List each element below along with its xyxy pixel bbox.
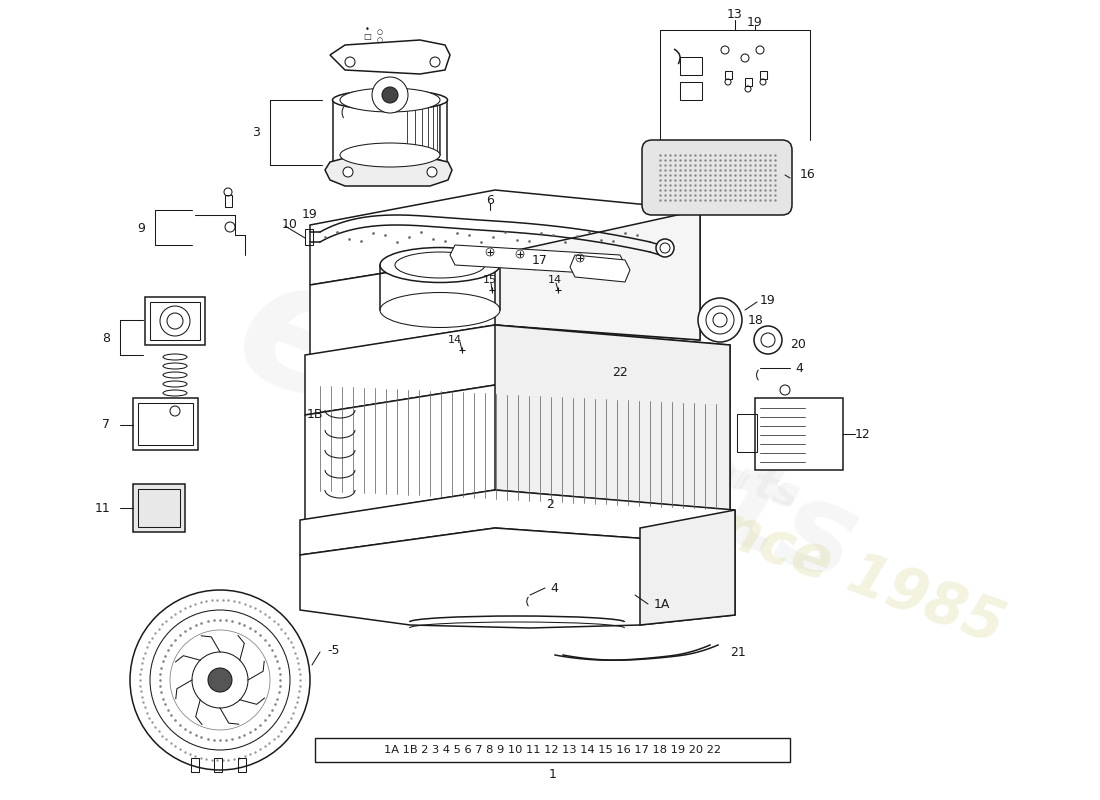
Ellipse shape [340,88,440,112]
Bar [755,398,843,470]
Bar [745,78,752,86]
Polygon shape [570,255,630,282]
Text: 6: 6 [486,194,494,206]
Text: since 1985: since 1985 [660,481,1012,655]
Text: 19: 19 [747,15,763,29]
Bar [226,195,232,207]
Bar [737,414,757,452]
Text: 16: 16 [800,169,816,182]
Bar [138,489,180,527]
Text: 14: 14 [548,275,562,285]
Bar [138,403,192,445]
Text: 22: 22 [612,366,628,378]
Text: 3: 3 [252,126,260,138]
Circle shape [192,652,248,708]
Text: 12: 12 [855,427,871,441]
Ellipse shape [332,155,448,175]
Text: 15: 15 [483,275,497,285]
Polygon shape [495,325,730,510]
Text: 8: 8 [102,331,110,345]
Polygon shape [324,158,452,186]
Text: 9: 9 [138,222,145,234]
Circle shape [430,57,440,67]
Text: euro: euro [214,238,710,562]
Text: 11: 11 [95,502,110,514]
Circle shape [656,239,674,257]
Text: 7: 7 [102,418,110,431]
Polygon shape [305,325,730,415]
Bar [305,229,314,245]
Polygon shape [310,255,700,355]
Circle shape [130,590,310,770]
Polygon shape [495,210,700,340]
Text: •: • [364,25,370,34]
Text: 4: 4 [550,582,558,594]
Ellipse shape [379,247,500,282]
Text: classic parts: classic parts [515,378,805,518]
Text: ○: ○ [377,29,383,35]
Bar [680,82,702,100]
Bar [315,738,790,762]
Bar [191,758,199,772]
Text: 19: 19 [760,294,775,306]
Text: 18: 18 [748,314,763,326]
Text: Parts: Parts [491,369,873,607]
Circle shape [382,87,398,103]
Circle shape [208,668,232,692]
Text: 1: 1 [549,769,557,782]
Polygon shape [305,385,730,520]
Text: 19: 19 [302,209,318,222]
Ellipse shape [340,143,440,167]
Text: -5: -5 [327,643,340,657]
Bar [150,302,200,340]
Circle shape [754,326,782,354]
Bar [725,71,732,79]
Circle shape [427,167,437,177]
Text: 13: 13 [727,9,742,22]
Text: ○: ○ [377,37,383,43]
Bar [145,297,205,345]
Polygon shape [300,528,735,628]
Text: 1A: 1A [653,598,670,610]
Bar [214,758,222,772]
Bar [238,758,246,772]
Bar [133,398,198,450]
Circle shape [345,57,355,67]
Circle shape [160,306,190,336]
Bar [680,57,702,75]
Circle shape [343,167,353,177]
Text: 20: 20 [790,338,806,351]
Bar [760,71,767,79]
Bar [133,484,185,532]
Text: 14: 14 [448,335,462,345]
Circle shape [372,77,408,113]
Polygon shape [640,510,735,625]
Polygon shape [310,190,700,285]
Circle shape [706,306,734,334]
Ellipse shape [379,293,500,327]
Text: 1B: 1B [307,409,323,422]
Polygon shape [330,40,450,74]
Text: 10: 10 [282,218,298,231]
Polygon shape [450,245,625,275]
FancyBboxPatch shape [642,140,792,215]
Text: 2: 2 [546,498,554,511]
Text: 17: 17 [532,254,548,266]
Text: 1A 1B 2 3 4 5 6 7 8 9 10 11 12 13 14 15 16 17 18 19 20 22: 1A 1B 2 3 4 5 6 7 8 9 10 11 12 13 14 15 … [384,745,720,755]
Text: 4: 4 [795,362,803,374]
Ellipse shape [332,90,448,110]
Text: 21: 21 [730,646,746,658]
Text: □: □ [363,33,371,42]
Circle shape [698,298,742,342]
Polygon shape [300,490,735,555]
